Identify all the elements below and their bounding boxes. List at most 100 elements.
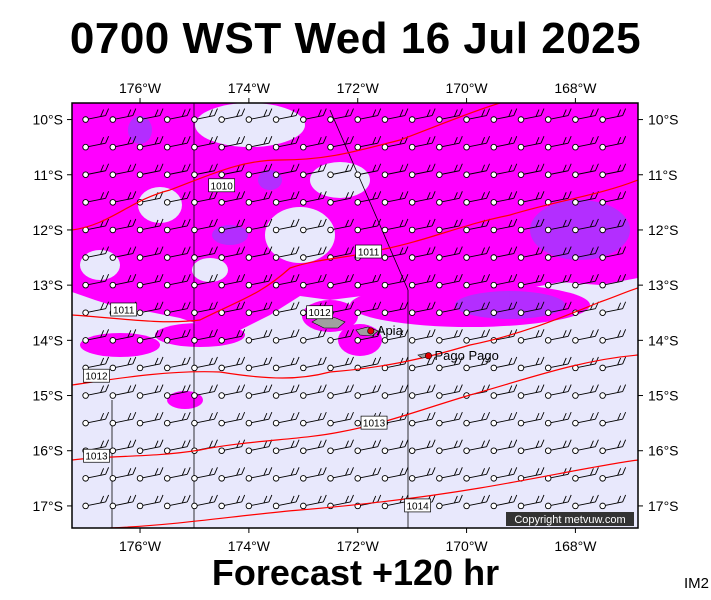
wind-barb-feather [154,357,159,366]
wind-barb-staff [112,142,133,148]
wind-barb-feather [404,273,409,282]
wind-barb-staff [493,225,514,231]
wind-barb-feather [159,135,164,144]
wind-barb-feather [622,356,627,365]
wind-barb-feather [540,411,545,420]
wind-barb-station [272,116,280,123]
wind-barb-feather [186,273,191,282]
forecast-label: Forecast +120 hr [211,552,500,593]
wind-barb-staff [112,418,133,424]
wind-barb-station [327,475,334,482]
isobar-value: 1010 [211,181,234,192]
wind-barb-feather [453,247,458,255]
wind-barb-feather [589,468,594,476]
wind-barb-staff [466,142,487,148]
wind-barb-staff [275,391,297,396]
wind-barb-staff [412,225,433,231]
wind-barb-staff [384,280,406,286]
wind-barb-staff [493,363,514,369]
wind-barb-staff [248,142,269,148]
wind-barb-feather [105,135,110,144]
lat-label-left: 11°S [34,167,63,183]
wind-barb-station [300,254,307,261]
wind-barb-feather [486,135,490,144]
wind-barb-staff [330,280,351,286]
wind-barb-station [463,447,470,454]
wind-barb-station [599,475,606,482]
wind-barb-feather [345,274,349,283]
wind-barb-staff [139,391,161,396]
wind-barb-feather [241,494,246,503]
wind-barb-station [490,254,498,261]
wind-barb-feather [209,357,213,366]
wind-barb-feather [617,192,622,200]
place-dot [424,352,432,360]
wind-barb-station [327,447,334,454]
wind-barb-staff [139,142,161,148]
wind-barb-station [163,337,171,344]
wind-barb-station [381,475,389,482]
wind-barb-station [354,281,361,289]
wind-barb-station [245,309,253,316]
wind-barb-station [408,337,416,344]
wind-barb-feather [322,384,327,392]
wind-barb-feather [105,108,110,116]
wind-barb-feather [209,440,213,448]
wind-barb-feather [186,218,191,227]
wind-barb-feather [426,247,431,255]
wind-barb-feather [513,329,518,337]
wind-barb-station [354,392,361,399]
wind-barb-feather [399,330,404,338]
wind-barb-feather [345,109,349,117]
wind-barb-staff [493,115,514,120]
wind-barb-feather [214,467,218,475]
wind-barb-feather [404,439,409,447]
wind-barb-feather [535,136,540,145]
wind-barb-feather [540,494,545,503]
copyright-text: Copyright metvuw.com [514,514,625,526]
place-name: Pago Pago [434,348,498,363]
wind-barb-station [109,337,117,344]
wind-barb-staff [330,473,351,479]
wind-barb-feather [263,109,268,117]
wind-barb-feather [236,412,241,421]
wind-barb-feather [127,440,132,448]
wind-barb-staff [493,280,514,286]
isobar-labels: 1010 1011 1011 1012 1012 1013 1013 1014 [83,178,431,512]
wind-barb-feather [404,191,409,199]
wind-barb-feather [105,467,110,475]
wind-barb-station [436,199,443,206]
wind-barb-station [109,364,117,372]
wind-barb-feather [508,495,513,504]
wind-barb-staff [548,225,569,231]
wind-barb-staff [520,225,542,231]
wind-barb-feather [481,109,485,117]
wind-barb-feather [404,108,409,116]
wind-barb-feather [399,136,404,145]
wind-barb-station [272,447,280,454]
wind-barb-station [517,171,525,179]
wind-barb-staff [303,253,324,258]
wind-barb-feather [127,495,132,504]
wind-barb-feather [236,330,241,338]
wind-barb-staff [330,170,351,176]
wind-barb-station [327,419,334,427]
wind-barb-feather [154,330,159,338]
wind-barb-station [191,337,198,344]
wind-barb-station [245,447,253,454]
wind-barb-station [599,143,606,151]
wind-barb-feather [453,192,458,200]
wind-barb-station [163,226,171,234]
wind-barb-feather [268,191,273,199]
wind-barb-staff [493,473,514,479]
wind-barb-feather [100,440,105,448]
wind-barb-staff [248,391,269,396]
wind-barb-staff [357,225,378,231]
wind-barb-feather [105,163,110,171]
wind-barb-station [517,281,525,289]
wind-barb-station [599,337,606,344]
wind-barb-station [82,475,89,482]
wind-barb-feather [132,384,137,392]
wind-barb-staff [248,253,269,258]
